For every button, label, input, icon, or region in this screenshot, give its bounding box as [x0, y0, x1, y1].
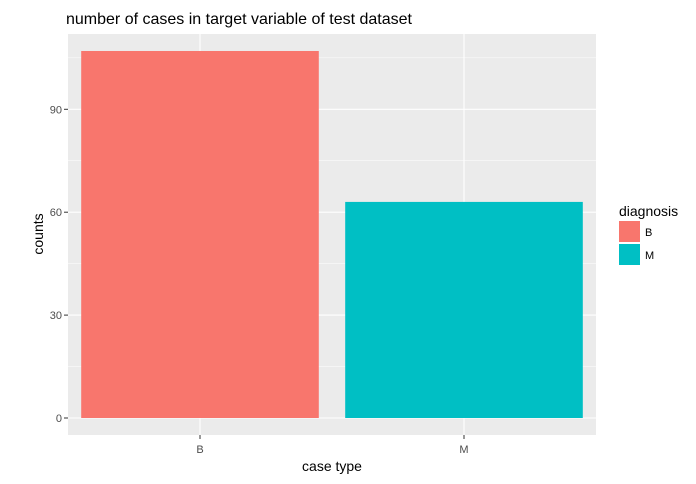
y-tick-label: 90: [50, 104, 62, 116]
x-axis-title: case type: [302, 458, 362, 474]
x-tick-label: B: [196, 444, 203, 456]
legend: diagnosis BM: [619, 203, 678, 265]
bars: [81, 50, 583, 419]
y-tick-label: 0: [56, 413, 62, 425]
legend-title: diagnosis: [619, 203, 678, 219]
y-tick-label: 60: [50, 207, 62, 219]
y-tick-label: 30: [50, 310, 62, 322]
legend-key-m: [619, 244, 640, 265]
legend-label-b: B: [645, 227, 652, 239]
bar-b: [81, 50, 319, 419]
x-tick-label: M: [459, 444, 468, 456]
legend-key-b: [619, 221, 640, 242]
y-axis: 0 30 60 90: [50, 104, 68, 425]
bar-m: [345, 201, 583, 418]
legend-label-m: M: [645, 250, 654, 262]
chart-title: number of cases in target variable of te…: [66, 11, 413, 28]
y-axis-title: counts: [30, 213, 46, 254]
legend-items: BM: [619, 221, 654, 265]
